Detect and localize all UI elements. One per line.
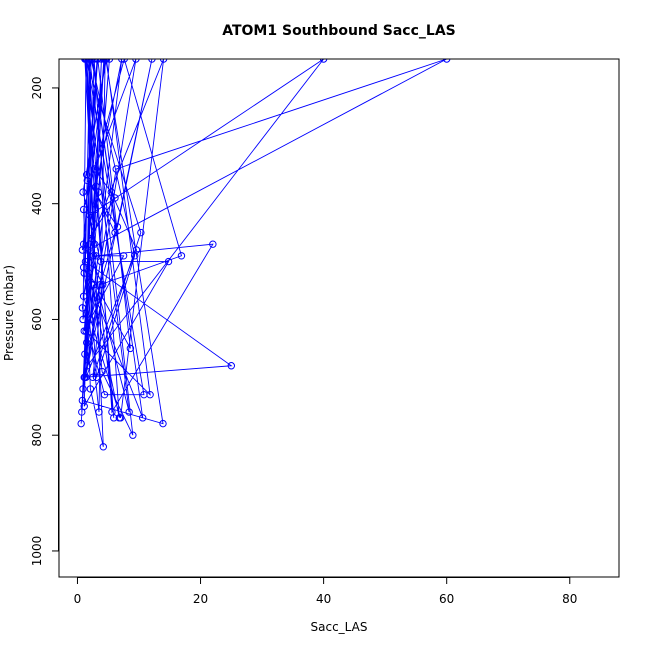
data-point [118,59,126,63]
data-point [82,171,91,179]
data-point [79,292,88,300]
y-axis-label: Pressure (mbar) [2,265,16,361]
data-point [120,59,128,63]
data-point [91,205,100,214]
data-point [105,59,114,63]
x-tick-label: 20 [193,592,208,606]
y-tick-label: 600 [30,308,44,331]
chart-title: ATOM1 Southbound Sacc_LAS [222,23,456,39]
x-axis-label: Sacc_LAS [311,620,368,634]
data-point [159,419,167,428]
data-point [100,59,108,63]
data-point [79,263,88,272]
data-point [89,252,98,260]
data-point [94,59,102,63]
data-layer [77,59,451,451]
data-point [132,246,141,254]
data-point [129,431,137,439]
data-point [82,373,90,382]
data-point [107,188,116,196]
y-tick-label: 1000 [30,536,44,567]
data-point [84,246,92,254]
y-tick-label: 200 [30,76,44,99]
data-point [79,315,87,324]
data-point [80,269,88,277]
data-point [98,367,106,376]
data-point [126,344,135,353]
data-point [97,59,106,63]
data-point [98,281,107,289]
data-point [159,59,168,63]
data-point [138,414,147,422]
data-point [146,390,154,399]
data-point [319,59,328,63]
data-point [87,281,96,289]
y-tick-label: 400 [30,192,44,215]
data-point [92,252,100,260]
data-point [112,165,120,173]
data-point [86,211,94,219]
x-tick-label: 0 [74,592,82,606]
data-point [87,234,96,243]
data-point [79,188,87,196]
data-point [209,240,217,248]
data-point [137,228,145,237]
x-tick-label: 40 [316,592,331,606]
x-tick-label: 80 [562,592,577,606]
data-point [88,59,96,63]
data-point [81,59,89,63]
data-point [79,385,87,393]
data-point [132,59,140,63]
data-point [78,304,87,312]
data-point [100,390,109,399]
data-point [90,165,99,173]
x-tick-label: 60 [439,592,454,606]
data-point [97,257,105,266]
data-point [95,292,104,300]
data-point [99,443,108,451]
data-point [86,315,95,324]
data-point [90,240,99,248]
data-point [111,194,119,202]
data-point [86,385,95,393]
data-point [92,182,100,191]
data-point [177,252,186,260]
data-point [227,362,236,370]
plot-frame [58,58,620,578]
data-point [82,338,91,347]
data-point [115,414,124,422]
data-point [80,327,88,335]
y-tick-label: 800 [30,424,44,447]
data-point [111,228,119,237]
data-point [95,408,103,416]
data-point [79,240,88,248]
data-point [110,414,118,422]
data-point [148,59,156,63]
data-point [77,419,85,428]
data-point [164,257,173,266]
data-point [85,269,93,277]
data-point [119,252,128,260]
data-point [442,59,451,63]
data-point [92,373,101,382]
data-point [81,350,89,358]
data-point [125,408,133,416]
data-point [78,396,87,405]
data-point [83,176,92,185]
data-point [83,362,92,370]
data-point [79,205,88,214]
